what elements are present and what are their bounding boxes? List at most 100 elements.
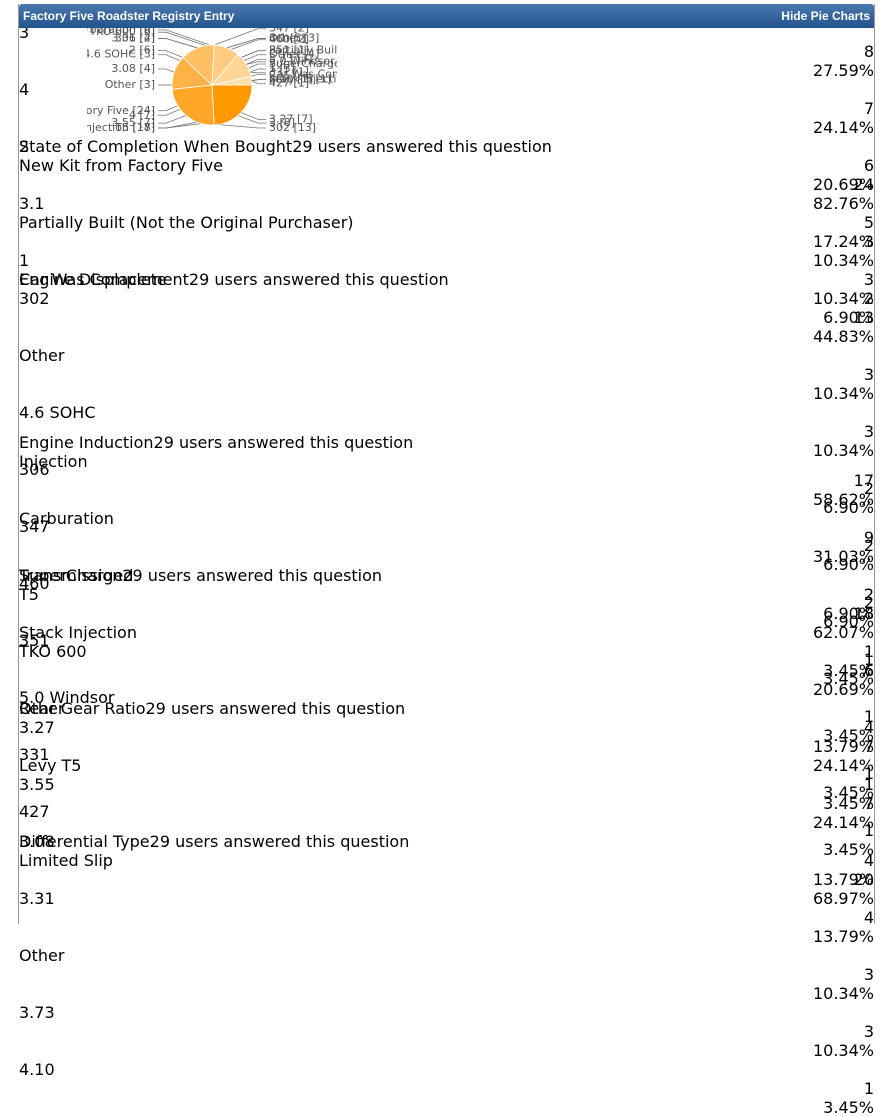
answer-label: Other xyxy=(19,699,65,718)
answer-percent: 3.45% xyxy=(823,726,874,745)
leader-line xyxy=(251,79,266,82)
answer-count: 20 xyxy=(853,870,874,889)
pie-label: Car Was Com xyxy=(269,67,337,80)
answer-count: 1 xyxy=(863,650,874,669)
answer-count: 8 xyxy=(863,42,874,61)
answer-percent: 27.59% xyxy=(812,61,874,80)
answer-percent: 3.45% xyxy=(823,1098,874,1117)
leader-line xyxy=(158,121,198,129)
answer-label: 5.0 Windsor xyxy=(19,688,115,707)
answer-percent: 3.45% xyxy=(823,661,874,680)
answer-count: 3 xyxy=(863,365,874,384)
answer-count: 3 xyxy=(863,1022,874,1041)
leader-line xyxy=(158,115,187,124)
question-section: State of Completion When Bought29 users … xyxy=(19,44,874,327)
leader-line xyxy=(218,124,266,129)
answer-count: 1 xyxy=(863,775,874,794)
leader-line xyxy=(248,63,266,69)
question-title: Engine Displacement xyxy=(19,270,189,289)
survey-results: Factory Five Roadster Registry Entry Hid… xyxy=(18,4,875,1117)
answer-count: 4 xyxy=(863,851,874,870)
answer-label: 347 xyxy=(19,517,50,536)
pie-label: Other [3] xyxy=(269,32,319,45)
pie-label: 347 [2] xyxy=(269,28,309,35)
leader-line xyxy=(158,68,175,73)
answer-label: 3.73 xyxy=(19,1003,55,1022)
pie-label: Other [3] xyxy=(105,78,155,91)
answer-percent: 10.34% xyxy=(812,384,874,403)
question-section: Engine Induction 29 users answered this q… xyxy=(19,28,874,680)
answer-count: 4 xyxy=(863,718,874,737)
pie-label: Carburation [9] xyxy=(87,28,155,36)
pie-label: SuperChargec xyxy=(269,57,337,70)
question-header: Transmission29 users answered this quest… xyxy=(19,566,874,585)
answer-percent: 24.14% xyxy=(812,118,874,137)
answer-count: 2 xyxy=(863,536,874,555)
answer-percent: 10.34% xyxy=(812,1041,874,1060)
answer-percent: 13.79% xyxy=(812,737,874,756)
answer-label: Car Was Complete xyxy=(19,270,167,289)
toggle-pie-charts[interactable]: Hide Pie Charts xyxy=(781,9,870,23)
answer-count: 7 xyxy=(863,99,874,118)
pie-label: 1 [3] xyxy=(269,62,295,75)
leader-line xyxy=(158,50,184,58)
pie-label: 3 [8] xyxy=(269,116,295,129)
answer-percent: 10.34% xyxy=(812,984,874,1003)
pie-label: 3.31 [4] xyxy=(111,32,155,45)
header-bar: Factory Five Roadster Registry Entry Hid… xyxy=(19,4,874,28)
question-title: Transmission xyxy=(19,566,123,585)
answer-label: 351 xyxy=(19,631,50,650)
pie-label: T5 [18] xyxy=(114,121,155,133)
answered-count: 29 users answered this question xyxy=(188,270,449,289)
answer-count: 1 xyxy=(863,642,874,661)
answer-count: 1 xyxy=(863,1079,874,1098)
pie-slice xyxy=(211,84,253,126)
page-title: Factory Five Roadster Registry Entry xyxy=(23,9,235,23)
pie-label: Stack Injection xyxy=(269,73,337,86)
answer-percent: 6.90% xyxy=(823,498,874,517)
pie-slice xyxy=(171,84,215,126)
pie-chart: Other [3] 3.73 [3] 4.10 [1] 3.27 [7] 3.31 [4… xyxy=(111,32,319,130)
leader-line xyxy=(158,108,181,116)
pie-label: 4.10 [1] xyxy=(269,73,313,86)
answer-percent: 62.07% xyxy=(812,623,874,642)
answer-count: 1 xyxy=(863,707,874,726)
answer-label: 331 xyxy=(19,745,50,764)
leader-line xyxy=(243,54,266,62)
question-header: Engine Displacement29 users answered thi… xyxy=(19,270,874,289)
pie-label: 306 [2] xyxy=(115,32,155,45)
pie-label: 5.0 Windsor [1 xyxy=(269,55,337,68)
answer-percent: 3.45% xyxy=(823,783,874,802)
leader-line xyxy=(251,80,266,85)
answer-count: 2 xyxy=(863,585,874,604)
leader-line xyxy=(246,58,266,65)
question-header: Engine Induction29 users answered this q… xyxy=(19,433,874,452)
answer-count: 1 xyxy=(863,764,874,783)
answer-label: T5 xyxy=(19,585,39,604)
answer-percent: 44.83% xyxy=(812,327,874,346)
leader-line xyxy=(158,38,198,49)
answer-percent: 10.34% xyxy=(812,251,874,270)
pie-label: 2 [6] xyxy=(129,44,155,57)
leader-line xyxy=(230,39,266,51)
answer-count: 9 xyxy=(863,528,874,547)
answer-percent: 6.90% xyxy=(823,604,874,623)
answer-percent: 3.45% xyxy=(823,840,874,859)
leader-line xyxy=(214,28,266,46)
question-title: Engine Induction xyxy=(19,433,154,452)
pie-label: Other [4] xyxy=(269,48,319,61)
answer-label: New Kit from Factory Five xyxy=(19,156,223,175)
answer-count: 7 xyxy=(863,794,874,813)
answer-percent: 3.45% xyxy=(823,794,874,813)
answer-percent: 10.34% xyxy=(812,289,874,308)
question-header: State of Completion When Bought29 users … xyxy=(19,137,874,156)
answer-count: 3 xyxy=(863,270,874,289)
leader-line xyxy=(250,73,266,77)
pie-label: TKO 600 [6] xyxy=(88,28,155,38)
answer-percent: 10.34% xyxy=(812,441,874,460)
answer-label: Levy T5 xyxy=(19,756,82,775)
answer-label: Stack Injection xyxy=(19,623,137,642)
answer-label: 427 xyxy=(19,802,50,821)
answer-label: 3.1 xyxy=(19,194,45,213)
answer-percent: 20.69% xyxy=(812,175,874,194)
